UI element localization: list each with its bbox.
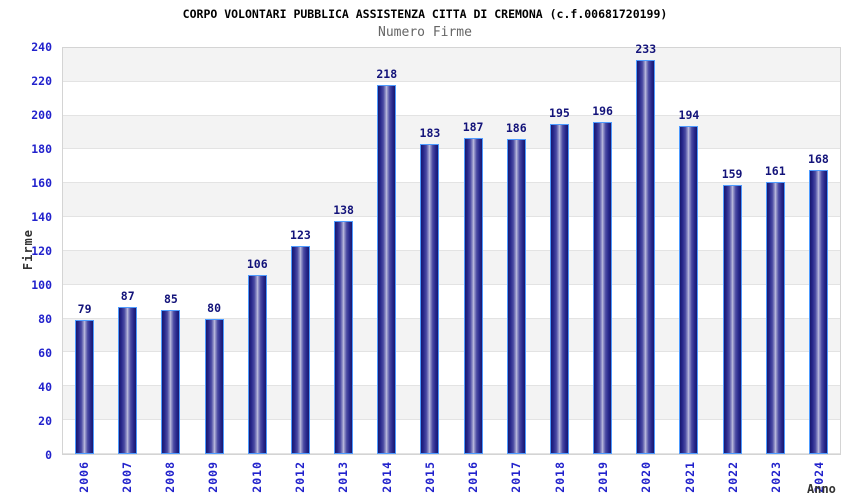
y-tick-label: 100 <box>31 277 52 292</box>
x-tick-label: 2012 <box>293 461 308 493</box>
x-tick-label: 2006 <box>76 461 91 493</box>
grid-band <box>63 352 840 387</box>
x-tick-label: 2019 <box>595 461 610 493</box>
y-tick-label: 220 <box>31 73 52 88</box>
plot-area: 79 87 85 80 106 123 138 218 183 187 186 195 196 233 19… <box>62 42 841 455</box>
bar-value-label: 233 <box>635 41 657 56</box>
grid-band <box>63 149 840 184</box>
y-tick-label: 200 <box>31 107 52 122</box>
grid-band <box>63 183 840 218</box>
bar <box>463 137 483 454</box>
bar <box>722 185 742 454</box>
bar <box>549 124 569 454</box>
bar-value-label: 159 <box>721 167 743 182</box>
bar <box>334 220 354 454</box>
y-tick-label: 120 <box>31 244 52 258</box>
x-tick-label: 2022 <box>725 461 740 493</box>
bar-value-label: 186 <box>505 121 527 136</box>
y-tick-label: 80 <box>38 311 52 326</box>
bar <box>765 181 785 454</box>
x-tick-label: 2007 <box>119 461 134 493</box>
bar <box>506 139 526 454</box>
y-tick-label: 140 <box>31 210 52 224</box>
grid-band <box>63 284 840 319</box>
grid-band <box>63 251 840 285</box>
x-tick-label: 2016 <box>466 461 481 493</box>
x-axis: 2006 2007 2008 2009 2010 2012 2013 2014 2015 2016… <box>62 456 841 500</box>
bar <box>161 310 181 454</box>
bar <box>420 144 440 454</box>
bar-value-label: 218 <box>376 67 398 82</box>
y-tick-label: 240 <box>31 40 52 54</box>
grid-band <box>63 48 840 82</box>
bar <box>593 122 613 454</box>
y-tick-label: 60 <box>38 346 52 360</box>
bar-value-label: 138 <box>333 202 354 217</box>
bar-value-label: 168 <box>808 151 829 166</box>
bar <box>377 85 397 454</box>
bar-value-label: 196 <box>592 104 613 119</box>
bar <box>75 320 95 454</box>
x-tick-label: 2020 <box>639 461 654 493</box>
x-tick-label: 2008 <box>163 461 178 493</box>
bar-value-label: 80 <box>207 300 221 315</box>
y-axis: 0 20 40 60 80 100 120 140 160 180 200 220 240 <box>0 40 52 462</box>
x-axis-title: Anno <box>807 482 836 496</box>
x-tick-label: 2023 <box>769 461 784 493</box>
x-tick-label: 2013 <box>336 461 351 493</box>
y-tick-label: 180 <box>31 142 52 156</box>
grid-band <box>63 386 840 421</box>
x-tick-label: 2015 <box>422 461 437 493</box>
chart-subtitle: Numero Firme <box>378 25 472 40</box>
y-tick-label: 0 <box>45 448 52 462</box>
grid-band <box>63 318 840 353</box>
x-tick-label: 2018 <box>552 461 567 493</box>
x-tick-label: 2010 <box>249 461 264 493</box>
bar-value-label: 106 <box>246 256 268 271</box>
grid-band <box>63 217 840 251</box>
bar-value-label: 187 <box>462 119 484 134</box>
x-tick-label: 2014 <box>379 461 394 493</box>
bar <box>204 318 224 454</box>
grid-band <box>63 115 840 150</box>
y-tick-label: 40 <box>38 380 52 394</box>
bar-value-label: 79 <box>77 302 92 317</box>
x-tick-label: 2017 <box>509 461 524 493</box>
bar-value-label: 161 <box>764 163 786 178</box>
bar-value-label: 85 <box>163 292 178 307</box>
y-tick-label: 20 <box>38 413 52 428</box>
bar <box>636 59 656 454</box>
x-tick-label: 2009 <box>206 461 221 493</box>
x-tick-label: 2021 <box>682 461 697 493</box>
bar <box>808 169 828 454</box>
bar-value-label: 194 <box>678 107 700 122</box>
chart-title: CORPO VOLONTARI PUBBLICA ASSISTENZA CITT… <box>182 7 668 21</box>
bar <box>118 306 138 454</box>
bar <box>247 274 267 454</box>
bar-value-label: 123 <box>290 227 311 242</box>
bar-value-label: 183 <box>419 126 441 141</box>
y-tick-label: 160 <box>31 175 52 190</box>
grid-band <box>63 420 840 454</box>
bar-value-label: 87 <box>120 288 135 303</box>
bar-value-label: 195 <box>549 106 570 121</box>
grid-band <box>63 81 840 116</box>
bar <box>679 125 699 454</box>
y-axis-title: Firme <box>21 229 35 271</box>
bar <box>290 245 310 454</box>
